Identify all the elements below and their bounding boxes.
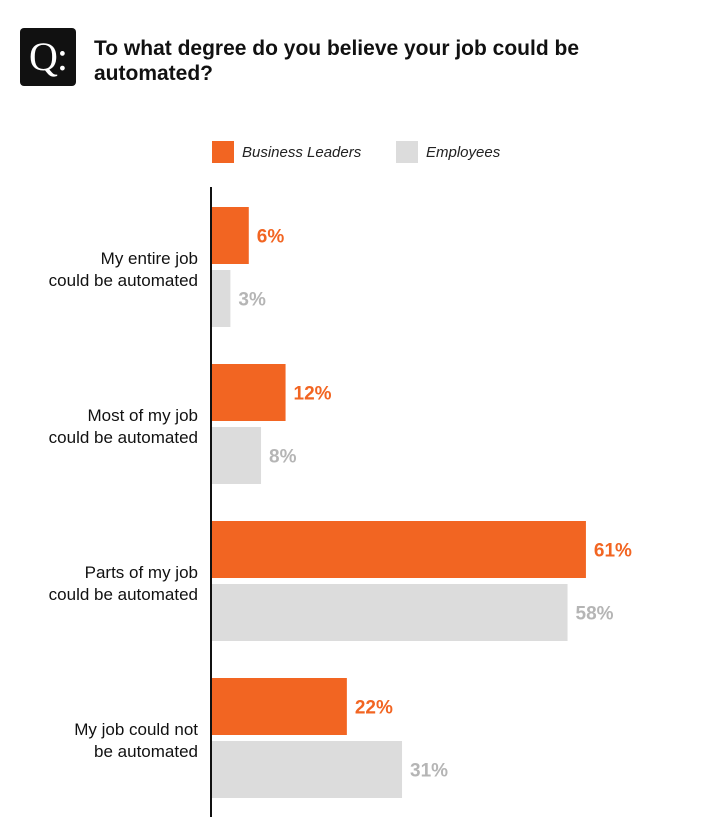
legend-item-employees: Employees (396, 141, 500, 163)
bar-employees-3 (212, 584, 568, 641)
legend-item-business-leaders: Business Leaders (212, 141, 361, 163)
legend-label-employees: Employees (426, 143, 501, 161)
bar-business-leaders-1 (212, 207, 249, 264)
category-label-3: Parts of my job could be automated (49, 563, 198, 604)
bar-employees-1 (212, 270, 231, 327)
legend-label-business-leaders: Business Leaders (242, 143, 362, 161)
bar-employees-4 (212, 741, 403, 798)
data-label-employees-1: 3% (238, 290, 266, 311)
data-label-employees-2: 8% (269, 447, 297, 468)
category-label-2: Most of my job could be automated (49, 406, 198, 447)
legend-swatch-employees (396, 141, 418, 163)
category-label-4: My job could not be automated (74, 720, 198, 761)
chart-title: To what degree do you believe your job c… (94, 37, 580, 85)
bar-business-leaders-3 (212, 521, 586, 578)
data-label-business-leaders-2: 12% (294, 384, 332, 405)
data-label-business-leaders-4: 22% (355, 698, 393, 719)
question-badge: Q: (20, 28, 76, 86)
legend-swatch-business-leaders (212, 141, 234, 163)
data-label-business-leaders-3: 61% (594, 541, 632, 562)
bar-business-leaders-2 (212, 364, 286, 421)
data-label-business-leaders-1: 6% (257, 227, 285, 248)
data-label-employees-3: 58% (576, 604, 614, 625)
bar-employees-2 (212, 427, 262, 484)
data-label-employees-4: 31% (410, 761, 448, 782)
bar-business-leaders-4 (212, 678, 347, 735)
category-label-1: My entire job could be automated (49, 249, 198, 290)
